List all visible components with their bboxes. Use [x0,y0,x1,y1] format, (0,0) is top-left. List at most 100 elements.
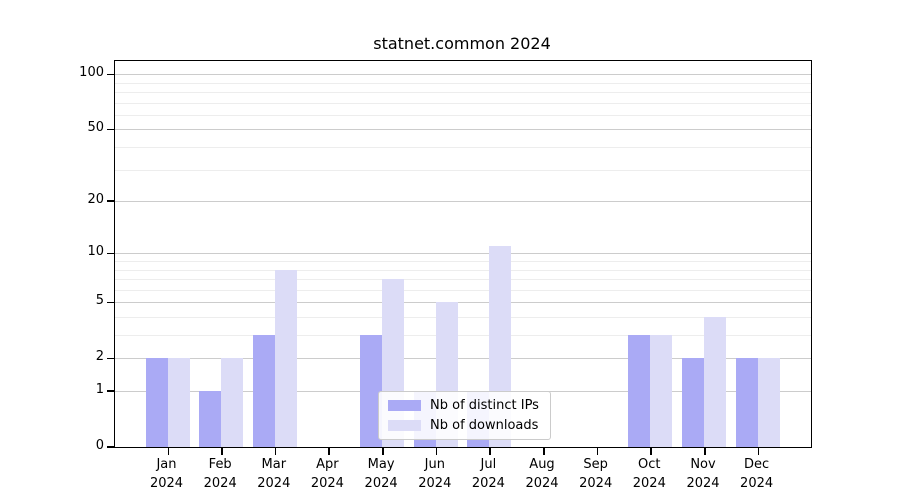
bar-nb-of-downloads-jan [167,358,190,447]
x-tick-year: 2024 [579,476,613,491]
x-tick-label-may: May 2024 [349,455,413,493]
y-tick-label-5: 5 [95,293,104,309]
bar-nb-of-downloads-nov [704,317,726,447]
x-tick-label-aug: Aug 2024 [510,455,574,493]
x-tick-label-apr: Apr 2024 [295,455,359,493]
gridline-20 [115,201,811,203]
x-tick-year: 2024 [364,476,398,491]
x-tick-year: 2024 [525,476,559,491]
x-tick-feb [221,448,223,455]
x-tick-year: 2024 [686,476,720,491]
x-tick-year: 2024 [149,476,184,491]
legend-label-nb-of-distinct-ips: Nb of distinct IPs [430,398,539,413]
gridline-minor-9 [115,261,811,262]
x-tick-aug [543,448,545,455]
x-tick-label-jul: Jul 2024 [456,455,520,493]
bar-nb-of-downloads-oct [650,335,673,447]
x-tick-month: Jan [156,457,177,472]
bar-nb-of-distinct-ips-feb [199,391,222,447]
gridline-minor-30 [115,169,811,171]
y-tick-label-0: 0 [95,438,104,453]
x-tick-jan [167,448,169,455]
legend-label-nb-of-downloads: Nb of downloads [430,418,539,433]
x-tick-oct [650,448,652,455]
y-tick-20 [107,200,114,202]
gridline-2 [115,358,811,360]
gridline-minor-90 [115,82,811,84]
x-tick-dec [757,448,760,455]
y-tick-100 [107,73,114,75]
gridline-minor-60 [115,115,811,116]
gridline-10 [115,253,811,255]
legend-swatch-nb-of-downloads [388,420,421,431]
x-tick-month: Aug [529,457,555,472]
bar-nb-of-distinct-ips-dec [735,358,758,447]
y-tick-label-100: 100 [79,65,104,81]
x-tick-year: 2024 [310,476,344,491]
gridline-minor-70 [115,102,811,104]
x-tick-label-mar: Mar 2024 [242,455,306,493]
x-tick-jun [435,448,438,455]
x-tick-year: 2024 [203,476,237,491]
bar-nb-of-distinct-ips-mar [252,335,275,447]
gridline-50 [115,129,811,131]
x-tick-jul [489,448,491,455]
x-tick-month: Nov [690,457,716,472]
legend-entry-nb-of-downloads: Nb of downloads [388,418,539,433]
y-tick-50 [107,128,114,131]
x-tick-may [382,448,384,455]
gridline-minor-4 [115,317,811,318]
x-tick-label-jan: Jan 2024 [135,455,199,493]
chart-title: statnet.common 2024 [373,34,551,53]
y-tick-label-1: 1 [95,382,104,397]
x-tick-label-sep: Sep 2024 [564,455,628,493]
x-tick-label-nov: Nov 2024 [671,455,735,493]
bar-nb-of-distinct-ips-oct [628,335,651,447]
x-tick-label-oct: Oct 2024 [617,455,681,493]
x-tick-month: Apr [316,457,339,472]
bar-nb-of-distinct-ips-may [360,335,383,447]
x-tick-mar [274,448,277,455]
gridline-minor-7 [115,279,811,280]
x-tick-month: Dec [744,457,770,472]
x-tick-year: 2024 [418,476,452,491]
y-tick-label-2: 2 [95,349,104,365]
x-tick-month: Jun [424,457,445,472]
gridline-minor-8 [115,269,811,271]
bar-nb-of-downloads-feb [221,358,244,447]
gridline-minor-80 [115,92,811,94]
x-tick-month: Mar [261,457,287,472]
x-tick-nov [704,448,706,455]
y-tick-0 [107,446,114,448]
x-tick-label-jun: Jun 2024 [403,455,467,493]
y-tick-label-10: 10 [87,244,104,260]
plot-area [107,60,812,455]
y-tick-5 [107,301,114,303]
gridline-5 [115,302,811,304]
x-tick-month: Jul [480,457,497,472]
bar-nb-of-distinct-ips-nov [682,358,704,447]
y-tick-1 [107,390,114,392]
legend-swatch-nb-of-distinct-ips [388,400,421,411]
x-tick-label-feb: Feb 2024 [188,455,252,493]
y-tick-10 [107,252,114,255]
y-tick-label-50: 50 [87,120,104,136]
legend: Nb of distinct IPs Nb of downloads [378,391,551,440]
bar-nb-of-distinct-ips-jan [145,358,168,447]
gridline-minor-40 [115,147,811,149]
bar-nb-of-downloads-mar [274,269,297,447]
x-tick-month: Oct [638,457,661,472]
x-tick-month: Feb [208,457,232,472]
x-tick-label-dec: Dec 2024 [725,455,789,493]
y-tick-2 [107,357,114,359]
x-tick-month: May [367,457,395,472]
legend-entry-nb-of-distinct-ips: Nb of distinct IPs [388,398,539,413]
x-tick-year: 2024 [632,476,666,491]
gridline-minor-6 [115,289,811,291]
x-tick-year: 2024 [740,476,774,491]
gridline-100 [115,74,811,76]
x-tick-sep [596,448,599,455]
x-tick-year: 2024 [257,476,291,491]
bar-nb-of-downloads-dec [757,358,780,447]
x-tick-year: 2024 [471,476,505,491]
